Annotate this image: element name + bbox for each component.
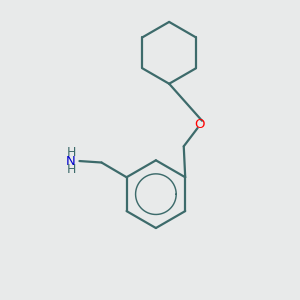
Text: O: O	[195, 118, 205, 131]
Text: H: H	[67, 146, 76, 159]
Text: N: N	[65, 154, 75, 167]
Text: H: H	[67, 164, 76, 176]
